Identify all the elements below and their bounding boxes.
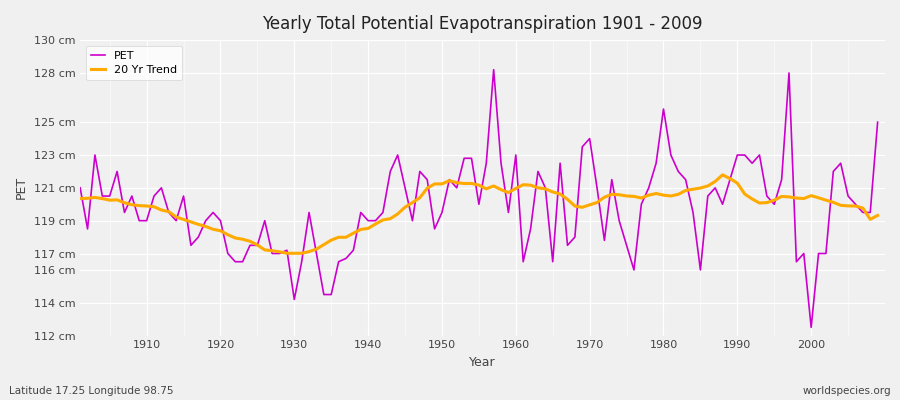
20 Yr Trend (303, 249, 314, 254)
20 Yr Trend (872, 213, 883, 218)
Text: worldspecies.org: worldspecies.org (803, 386, 891, 396)
Legend: PET, 20 Yr Trend: PET, 20 Yr Trend (86, 46, 182, 80)
PET (296, 259, 307, 264)
Line: PET: PET (80, 70, 878, 327)
PET (75, 186, 86, 190)
20 Yr Trend (510, 186, 521, 191)
Line: 20 Yr Trend: 20 Yr Trend (80, 175, 878, 253)
PET (607, 177, 617, 182)
20 Yr Trend (75, 196, 86, 201)
Text: Latitude 17.25 Longitude 98.75: Latitude 17.25 Longitude 98.75 (9, 386, 174, 396)
20 Yr Trend (518, 182, 528, 187)
X-axis label: Year: Year (469, 356, 496, 369)
PET (340, 256, 351, 261)
PET (489, 67, 500, 72)
Title: Yearly Total Potential Evapotranspiration 1901 - 2009: Yearly Total Potential Evapotranspiratio… (262, 15, 703, 33)
PET (134, 218, 145, 223)
PET (510, 153, 521, 158)
Y-axis label: PET: PET (15, 176, 28, 200)
20 Yr Trend (134, 203, 145, 208)
PET (518, 259, 528, 264)
20 Yr Trend (348, 231, 359, 236)
PET (872, 120, 883, 124)
20 Yr Trend (282, 251, 292, 256)
PET (806, 325, 816, 330)
20 Yr Trend (607, 192, 617, 197)
20 Yr Trend (717, 172, 728, 177)
